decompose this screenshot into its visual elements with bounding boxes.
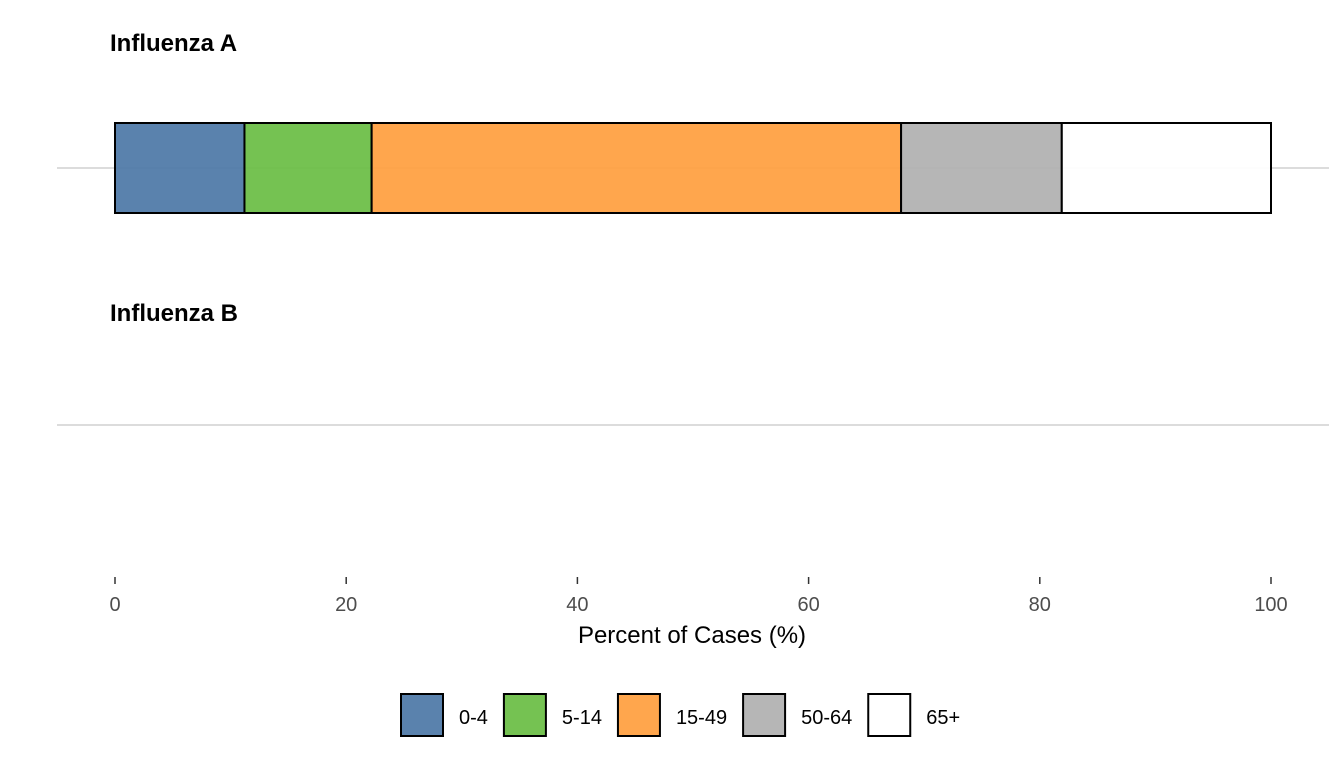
legend-label: 15-49 bbox=[676, 707, 727, 729]
x-tick-label: 80 bbox=[1029, 594, 1051, 616]
x-axis-title: Percent of Cases (%) bbox=[578, 622, 806, 649]
legend-item-0-4: 0-4 bbox=[400, 693, 488, 737]
bar-segment-50-64 bbox=[900, 122, 1063, 214]
legend-swatch bbox=[867, 693, 912, 737]
bar-segment-65+ bbox=[1060, 122, 1273, 214]
bar-segment-0-4 bbox=[114, 122, 246, 214]
x-tick-label: 60 bbox=[797, 594, 819, 616]
legend-item-50-64: 50-64 bbox=[742, 693, 852, 737]
legend-swatch bbox=[616, 693, 661, 737]
facet-panels: Influenza A Influenza B bbox=[57, 30, 1329, 426]
bar-segment-5-14 bbox=[243, 122, 373, 214]
legend-label: 65+ bbox=[926, 707, 960, 729]
facet-panel: Influenza B bbox=[57, 300, 1329, 426]
legend-swatch bbox=[400, 693, 444, 737]
bar-segment-15-49 bbox=[370, 122, 903, 214]
legend-item-5-14: 5-14 bbox=[502, 693, 602, 737]
facet-title: Influenza A bbox=[110, 30, 237, 57]
x-tick-label: 0 bbox=[109, 594, 120, 616]
legend: 0-4 5-14 15-49 50-64 65+ bbox=[400, 693, 960, 737]
x-tick-label: 20 bbox=[335, 594, 357, 616]
legend-item-65+: 65+ bbox=[867, 693, 960, 737]
legend-swatch bbox=[742, 693, 787, 737]
legend-swatch bbox=[502, 693, 547, 737]
facet-panel: Influenza A bbox=[57, 30, 1329, 214]
legend-label: 50-64 bbox=[801, 707, 852, 729]
legend-item-15-49: 15-49 bbox=[616, 693, 727, 737]
facet-title: Influenza B bbox=[110, 300, 238, 327]
x-tick-label: 100 bbox=[1254, 594, 1287, 616]
legend-label: 5-14 bbox=[562, 707, 602, 729]
legend-label: 0-4 bbox=[459, 707, 488, 729]
x-axis: 0 20 40 60 80 100 bbox=[109, 577, 1288, 616]
x-tick-label: 40 bbox=[566, 594, 588, 616]
